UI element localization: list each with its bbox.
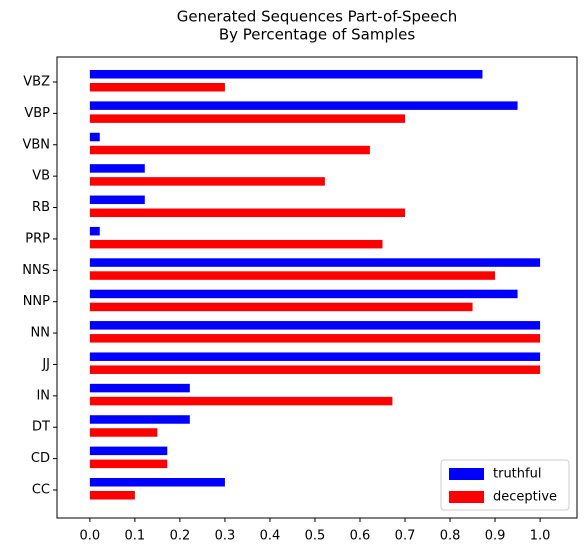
- chart-title: By Percentage of Samples: [219, 26, 416, 44]
- axes-frame: [56, 56, 578, 519]
- bar: [89, 302, 473, 312]
- bar: [89, 365, 541, 374]
- bar: [89, 195, 145, 205]
- legend-swatch: [449, 468, 484, 480]
- bar: [89, 428, 158, 437]
- x-tick-label: 0.5: [305, 529, 326, 544]
- bar: [89, 446, 168, 456]
- bar: [89, 415, 190, 424]
- bar: [89, 208, 406, 218]
- legend-label: deceptive: [493, 490, 557, 505]
- bar: [89, 177, 325, 186]
- y-tick-label: PRP: [25, 231, 50, 246]
- bar: [89, 83, 225, 92]
- x-tick-label: 0.1: [125, 529, 146, 544]
- bar: [89, 396, 393, 406]
- x-tick-label: 0.6: [350, 529, 371, 544]
- y-tick-label: IN: [36, 388, 50, 403]
- y-tick-label: NNS: [22, 263, 50, 278]
- x-tick-label: 0.0: [80, 529, 101, 544]
- y-tick-label: VBZ: [23, 75, 50, 90]
- bar: [89, 459, 168, 469]
- y-tick-label: VBN: [22, 137, 50, 152]
- x-tick-label: 1.0: [530, 529, 551, 544]
- bar: [89, 70, 483, 79]
- y-tick-label: NN: [31, 326, 50, 341]
- y-tick-label: CD: [31, 451, 50, 466]
- bar: [89, 271, 496, 280]
- y-tick-label: VB: [32, 169, 50, 184]
- bar: [89, 321, 541, 330]
- bar: [89, 478, 225, 487]
- y-tick-label: JJ: [41, 357, 50, 372]
- bar: [89, 239, 383, 249]
- chart-title: Generated Sequences Part-of-Speech: [177, 8, 458, 26]
- bar: [89, 226, 100, 236]
- y-tick-label: VBP: [24, 106, 50, 121]
- bar: [89, 164, 145, 173]
- x-tick-label: 0.7: [395, 529, 416, 544]
- x-tick-label: 0.4: [260, 529, 281, 544]
- y-tick-label: RB: [32, 200, 50, 215]
- legend-label: truthful: [493, 467, 541, 482]
- bar: [89, 491, 135, 500]
- bar: [89, 383, 190, 393]
- bar: [89, 352, 541, 361]
- bar: [89, 334, 541, 343]
- x-tick-label: 0.8: [440, 529, 461, 544]
- x-tick-label: 0.9: [485, 529, 506, 544]
- y-tick-label: DT: [32, 420, 50, 435]
- legend-swatch: [449, 491, 484, 503]
- bar: [89, 101, 518, 110]
- x-tick-label: 0.3: [215, 529, 236, 544]
- bar: [89, 289, 518, 299]
- bar: [89, 258, 541, 267]
- bar: [89, 132, 100, 142]
- y-tick-label: NNP: [23, 294, 50, 309]
- bar: [89, 145, 370, 155]
- x-tick-label: 0.2: [170, 529, 191, 544]
- bar: [89, 114, 406, 123]
- y-tick-label: CC: [32, 483, 50, 498]
